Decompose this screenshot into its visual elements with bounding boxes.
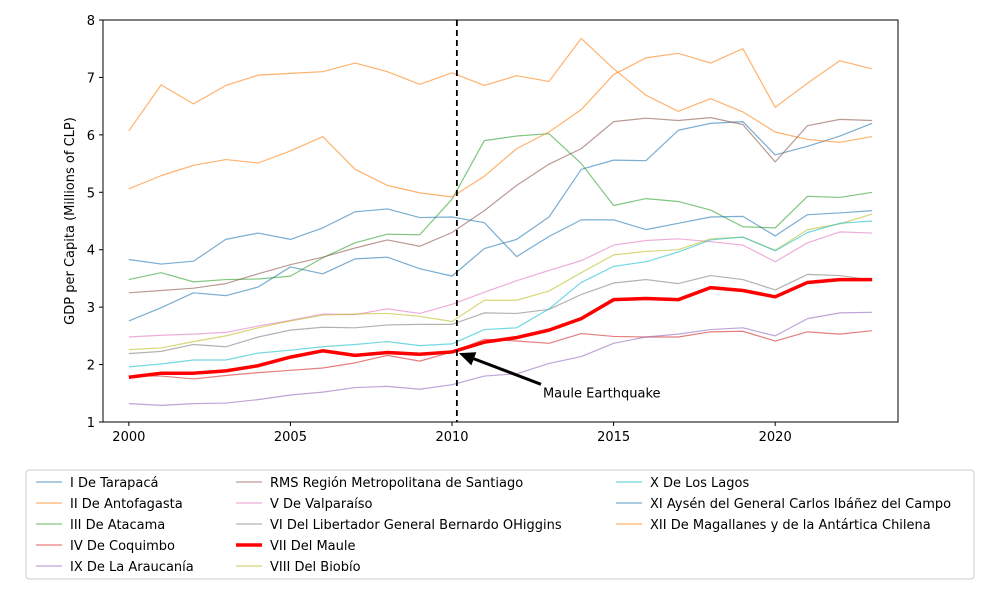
- x-tick-label: 2020: [759, 430, 792, 445]
- annotation-arrow: [473, 357, 542, 386]
- y-tick-label: 5: [87, 186, 95, 201]
- legend-item: IV De Coquimbo: [36, 539, 175, 554]
- series-line-0: [128, 121, 873, 322]
- y-tick-label: 7: [87, 71, 95, 86]
- legend-label: IX De La Araucanía: [70, 560, 194, 575]
- x-tick-label: 2005: [274, 430, 307, 445]
- y-tick-label: 4: [87, 244, 95, 259]
- series-line-3: [128, 330, 873, 380]
- legend-item: II De Antofagasta: [36, 497, 183, 512]
- x-axis: 2000 2005 2010 2015 2020: [112, 422, 792, 445]
- legend-item: XI Aysén del General Carlos Ibáñez del C…: [616, 497, 951, 512]
- legend-label: RMS Región Metropolitana de Santiago: [270, 476, 523, 491]
- x-tick-label: 2015: [597, 430, 630, 445]
- legend-label: II De Antofagasta: [70, 497, 183, 512]
- series-line-10: [128, 220, 873, 368]
- legend-label: I De Tarapacá: [70, 476, 159, 491]
- legend-item: RMS Región Metropolitana de Santiago: [236, 476, 523, 491]
- legend-label: IV De Coquimbo: [70, 539, 175, 554]
- y-axis-label: GDP per Capita (Millions of CLP): [63, 117, 78, 325]
- series-line-8: [128, 277, 873, 379]
- x-tick-label: 2010: [435, 430, 468, 445]
- legend-label: VIII Del Biobío: [270, 560, 361, 575]
- series-line-2: [128, 133, 873, 283]
- legend-item: V De Valparaíso: [236, 497, 373, 512]
- series-lines: [128, 37, 873, 406]
- annotation-arrow-head: [458, 352, 477, 366]
- y-tick-label: 6: [87, 129, 95, 144]
- annotation: Maule Earthquake: [458, 352, 661, 401]
- legend-item: VII Del Maule: [236, 539, 355, 554]
- y-tick-label: 8: [87, 14, 95, 29]
- y-tick-label: 3: [87, 301, 95, 316]
- series-line-5: [128, 117, 873, 294]
- legend-label: III De Atacama: [70, 518, 165, 533]
- y-tick-label: 1: [87, 416, 95, 431]
- series-line-6: [128, 231, 873, 338]
- legend-item: IX De La Araucanía: [36, 560, 194, 575]
- plot-frame: [102, 19, 899, 423]
- series-line-7: [128, 273, 873, 355]
- legend-item: VIII Del Biobío: [236, 560, 361, 575]
- legend-label: V De Valparaíso: [270, 497, 373, 512]
- legend-label: VI Del Libertador General Bernardo OHigg…: [270, 518, 562, 533]
- annotation-label: Maule Earthquake: [543, 386, 661, 401]
- legend-frame: [25, 469, 975, 580]
- legend-label: XII De Magallanes y de la Antártica Chil…: [650, 518, 931, 533]
- legend: I De Tarapacá II De Antofagasta III De Ata…: [25, 469, 975, 580]
- y-tick-label: 2: [87, 359, 95, 374]
- x-tick-label: 2000: [112, 430, 145, 445]
- legend-label: VII Del Maule: [270, 539, 355, 554]
- series-line-12: [128, 48, 873, 198]
- legend-item: III De Atacama: [36, 518, 165, 533]
- legend-label: XI Aysén del General Carlos Ibáñez del C…: [650, 497, 951, 512]
- legend-item: X De Los Lagos: [616, 476, 749, 491]
- legend-label: X De Los Lagos: [650, 476, 749, 491]
- legend-item: VI Del Libertador General Bernardo OHigg…: [236, 518, 562, 533]
- legend-item: I De Tarapacá: [36, 476, 159, 491]
- legend-item: XII De Magallanes y de la Antártica Chil…: [616, 518, 931, 533]
- series-line-11: [128, 208, 873, 265]
- y-axis: 1 2 3 4 5 6 7 8: [87, 14, 103, 431]
- series-line-1: [128, 37, 873, 143]
- series-line-4: [128, 311, 873, 406]
